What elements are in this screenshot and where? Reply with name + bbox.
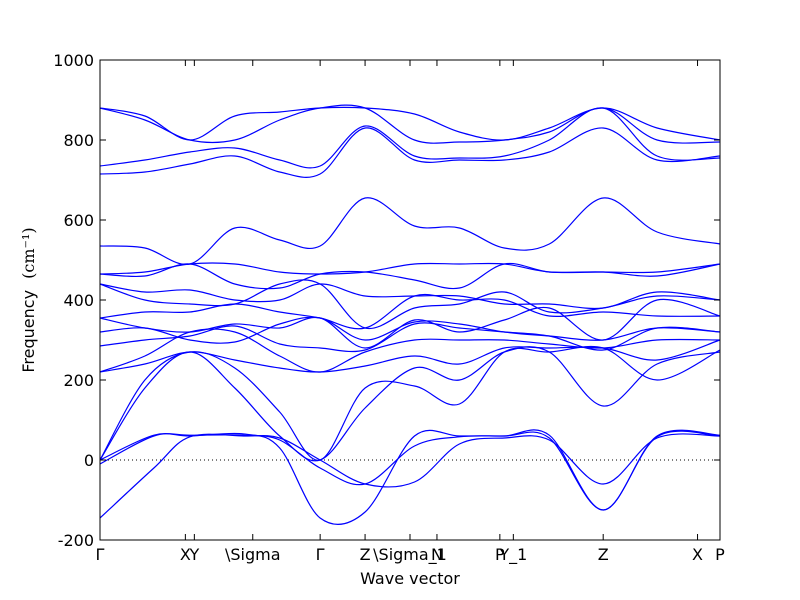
y-axis-title-text: Frequency (19, 290, 38, 373)
x-tick-label: X (180, 545, 191, 564)
x-tick-label: \Sigma_1 (373, 545, 447, 565)
y-tick-label: 1000 (53, 51, 94, 70)
band-line-11 (99, 293, 721, 330)
band-line-10 (99, 298, 721, 349)
y-axis-ticks: -200 0 200 400 600 800 1000 (53, 51, 720, 550)
y-axis-unit: (cm⁻¹) (19, 227, 38, 278)
y-tick-label: 0 (84, 451, 94, 470)
x-tick-label: Y_1 (498, 545, 527, 565)
plot-background (100, 60, 720, 540)
band-line-15 (99, 262, 721, 275)
x-tick-label: Z (360, 545, 371, 564)
band-line-13 (99, 283, 721, 310)
y-tick-label: 600 (63, 211, 94, 230)
x-axis-ticks: Γ XY \Sigma Γ Z \Sigma_1N PY_1 Z X P (96, 60, 725, 565)
series-layer (99, 104, 721, 526)
x-tick-label: Γ (96, 545, 105, 564)
y-tick-label: 800 (63, 131, 94, 150)
band-line-16 (99, 197, 721, 265)
x-tick-label: X (692, 545, 703, 564)
plot-area (100, 60, 720, 540)
x-tick-label: P (495, 545, 505, 564)
x-tick-label: Z (598, 545, 609, 564)
y-tick-label: -200 (58, 531, 94, 550)
band-line-20 (99, 106, 721, 141)
band-line-3 (99, 429, 721, 526)
x-tick-label: \Sigma (225, 545, 281, 564)
x-tick-label: Y (188, 545, 199, 564)
y-axis-title: Frequency (cm⁻¹) (19, 227, 38, 372)
x-tick-label: P (715, 545, 725, 564)
band-line-8 (99, 322, 721, 353)
x-tick-label: N (431, 545, 443, 564)
x-tick-label: Γ (316, 545, 325, 564)
y-tick-label: 400 (63, 291, 94, 310)
band-line-17 (99, 127, 721, 178)
y-tick-label: 200 (63, 371, 94, 390)
x-axis-title: Wave vector (360, 569, 460, 588)
